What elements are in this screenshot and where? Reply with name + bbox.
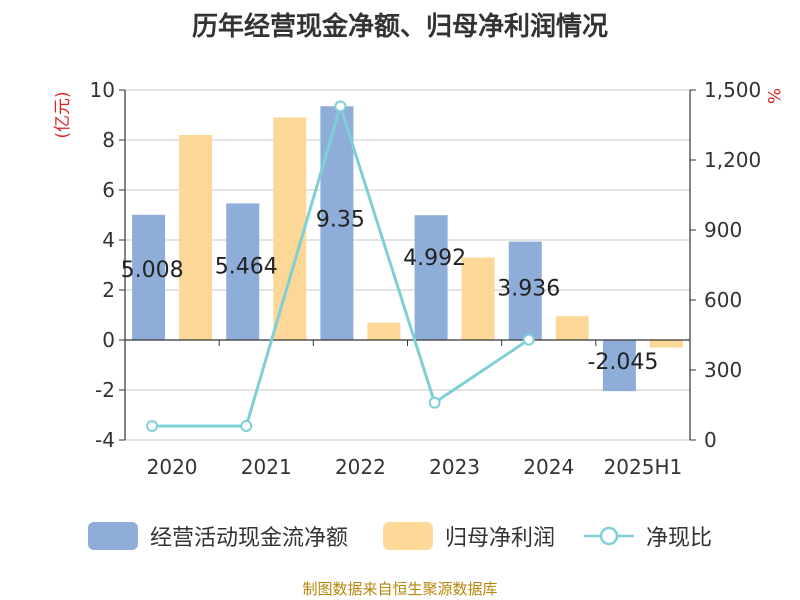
- left-tick-label: -4: [95, 428, 115, 452]
- bar-profit: [367, 322, 401, 340]
- left-tick-label: 0: [102, 328, 115, 352]
- cash-value-label: 9.35: [316, 207, 365, 232]
- left-tick-label: 2: [102, 278, 115, 302]
- bar-profit: [179, 135, 213, 340]
- x-tick-label: 2025H1: [604, 455, 683, 479]
- legend-swatch-ratio: [584, 526, 634, 546]
- bar-cash: [226, 203, 260, 340]
- legend-item-cash[interactable]: 经营活动现金流净额: [88, 516, 348, 556]
- left-tick-label: 8: [102, 128, 115, 152]
- x-tick-label: 2022: [335, 455, 386, 479]
- ratio-point: [428, 396, 441, 409]
- bar-cash: [602, 340, 636, 392]
- ratio-point: [522, 333, 535, 346]
- x-tick-label: 2020: [147, 455, 198, 479]
- ratio-point: [334, 100, 347, 113]
- legend-item-ratio[interactable]: 净现比: [584, 516, 712, 556]
- cash-value-label: 3.936: [497, 277, 560, 302]
- chart-title: 历年经营现金净额、归母净利润情况: [191, 12, 608, 42]
- right-tick-label: 1,200: [704, 148, 761, 172]
- right-tick-label: 300: [704, 358, 742, 382]
- x-tick-label: 2023: [429, 455, 480, 479]
- bar-profit: [461, 257, 495, 340]
- right-tick-label: 900: [704, 218, 742, 242]
- axes: -4 -2 0 2 4 6 8 10 0 300 600 900 1,200 1,500 (亿元) % 2020…: [53, 78, 783, 479]
- ratio-point: [146, 420, 159, 432]
- bar-cash: [132, 214, 166, 340]
- legend-label-cash: 经营活动现金流净额: [150, 526, 349, 551]
- right-tick-label: 1,500: [704, 78, 761, 102]
- left-axis-unit: (亿元): [53, 91, 73, 138]
- right-tick-label: 600: [704, 288, 742, 312]
- legend-item-profit[interactable]: 归母净利润: [383, 516, 555, 556]
- legend: 经营活动现金流净额 归母净利润 净现比: [0, 516, 800, 556]
- ratio-point: [240, 420, 253, 432]
- right-tick-label: 0: [704, 428, 717, 452]
- bar-profit: [273, 117, 307, 340]
- bar-cash: [414, 215, 448, 340]
- bar-marks: [132, 106, 683, 392]
- data-labels: 5.008 5.464 9.35 4.992 3.936 -2.045: [121, 207, 659, 375]
- source-footer: 制图数据来自恒生聚源数据库: [302, 580, 498, 598]
- line-series: [146, 100, 535, 432]
- cash-value-label: 5.464: [215, 254, 278, 279]
- legend-label-profit: 归母净利润: [445, 526, 556, 551]
- legend-swatch-cash: [88, 522, 138, 550]
- cash-value-label: 5.008: [121, 258, 184, 283]
- right-axis-unit: %: [763, 88, 783, 104]
- bar-cash: [508, 241, 542, 340]
- cash-value-label: -2.045: [587, 350, 658, 375]
- cash-value-label: 4.992: [403, 246, 466, 271]
- x-tick-label: 2024: [523, 455, 574, 479]
- x-tick-label: 2021: [241, 455, 292, 479]
- bar-profit: [555, 316, 589, 340]
- bar-cash: [320, 106, 354, 340]
- left-tick-label: 10: [90, 78, 115, 102]
- left-tick-label: 6: [102, 178, 115, 202]
- legend-swatch-profit: [383, 522, 433, 550]
- left-tick-label: 4: [102, 228, 115, 252]
- legend-label-ratio: 净现比: [646, 526, 713, 551]
- bar-profit: [649, 340, 683, 348]
- left-tick-label: -2: [95, 378, 115, 402]
